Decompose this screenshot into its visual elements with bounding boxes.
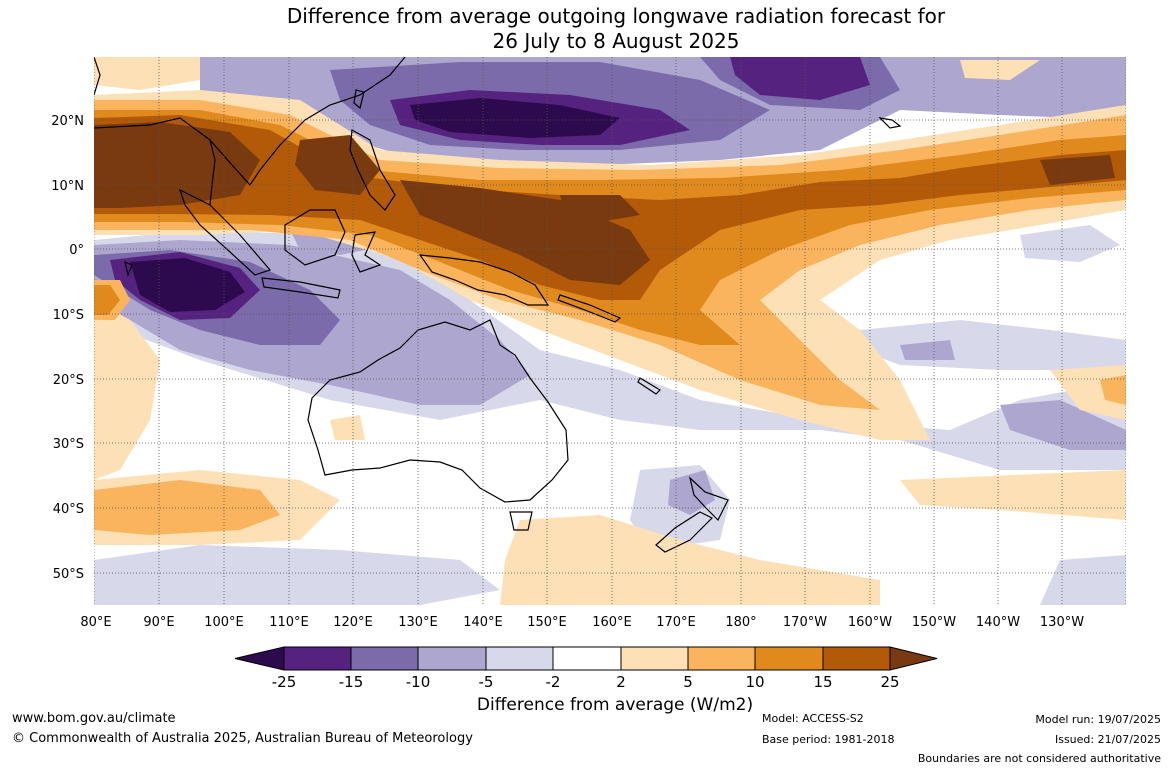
colorbar-segment xyxy=(687,646,756,671)
mainland-asia-coast xyxy=(94,57,406,206)
sri-lanka-coast xyxy=(124,260,133,278)
lat-label: 30°S xyxy=(53,437,84,452)
colorbar-tick-label: 2 xyxy=(616,673,626,691)
sulawesi-coast xyxy=(351,231,382,273)
lat-label: 10°N xyxy=(51,179,84,194)
footer-url: www.bom.gov.au/climate xyxy=(12,711,176,726)
footer-copyright: © Commonwealth of Australia 2025, Austra… xyxy=(12,731,473,746)
olr-map: 20°N 10°N 0° 10°S 20°S 30°S 40°S 50°S 80… xyxy=(51,57,1126,630)
lat-label: 10°S xyxy=(53,308,84,323)
lon-label: 150°E xyxy=(527,615,567,630)
map-field xyxy=(94,57,1126,605)
new-zealand-south-coast xyxy=(655,511,714,553)
lon-label: 150°W xyxy=(912,615,956,630)
colorbar-tick-labels: -25 -15 -10 -5 -2 2 5 10 15 25 xyxy=(272,673,900,691)
java-coast xyxy=(261,277,341,299)
colorbar-segment xyxy=(822,646,891,671)
footer-model-run: Model run: 19/07/2025 xyxy=(1035,713,1161,726)
lon-label: 180° xyxy=(725,615,756,630)
sumatra-coast xyxy=(178,188,272,276)
lat-label: 0° xyxy=(69,243,84,258)
colorbar-segment xyxy=(889,646,938,671)
taiwan-coast xyxy=(353,89,365,110)
lat-label: 40°S xyxy=(53,502,84,517)
lon-label: 90°E xyxy=(143,615,174,630)
lon-label: 110°E xyxy=(269,615,309,630)
map-title: Difference from average outgoing longwav… xyxy=(0,4,1173,54)
latitude-labels: 20°N 10°N 0° 10°S 20°S 30°S 40°S 50°S xyxy=(51,114,84,582)
colorbar-tick-label: -15 xyxy=(339,673,364,691)
colorbar-title: Difference from average (W/m2) xyxy=(476,695,754,715)
colorbar-segment xyxy=(234,646,285,671)
lon-label: 130°W xyxy=(1040,615,1084,630)
lon-label: 130°E xyxy=(398,615,438,630)
graticule xyxy=(94,57,1126,605)
title-line-2: 26 July to 8 August 2025 xyxy=(492,29,740,53)
new-caledonia-coast xyxy=(637,377,661,395)
australia-coast xyxy=(307,319,569,503)
lon-label: 120°E xyxy=(333,615,373,630)
footer-boundaries: Boundaries are not considered authoritat… xyxy=(917,752,1161,765)
colorbar-tick-label: -10 xyxy=(406,673,431,691)
anomaly-extreme-negative xyxy=(130,98,620,312)
footer-issued: Issued: 21/07/2025 xyxy=(1054,733,1161,746)
colorbar-tick-label: 5 xyxy=(683,673,693,691)
solomon-islands-coast xyxy=(557,294,622,323)
colorbar-segments xyxy=(234,646,938,671)
tasmania-coast xyxy=(509,511,533,531)
colorbar-tick-label: 15 xyxy=(813,673,832,691)
lat-label: 20°S xyxy=(53,373,84,388)
colorbar-tick-label: 25 xyxy=(880,673,899,691)
lon-label: 100°E xyxy=(204,615,244,630)
lon-label: 140°E xyxy=(463,615,503,630)
lat-label: 20°N xyxy=(51,114,84,129)
colorbar: -25 -15 -10 -5 -2 2 5 10 15 25 xyxy=(234,646,938,691)
lat-label: 50°S xyxy=(53,567,84,582)
lon-label: 170°W xyxy=(783,615,827,630)
colorbar-segment xyxy=(620,646,689,671)
colorbar-segment xyxy=(350,646,419,671)
colorbar-segment xyxy=(283,646,352,671)
lon-label: 80°E xyxy=(80,615,111,630)
colorbar-segment xyxy=(754,646,824,671)
new-guinea-coast xyxy=(418,254,550,306)
title-line-1: Difference from average outgoing longwav… xyxy=(286,4,946,28)
lon-label: 140°W xyxy=(976,615,1020,630)
colorbar-tick-label: -25 xyxy=(272,673,297,691)
india-coast xyxy=(94,57,101,96)
colorbar-segment xyxy=(485,646,554,671)
colorbar-tick-label: 10 xyxy=(745,673,764,691)
colorbar-tick-label: -2 xyxy=(546,673,561,691)
colorbar-segment xyxy=(552,646,622,671)
lon-label: 160°W xyxy=(848,615,892,630)
hawaii-coast xyxy=(878,117,902,129)
colorbar-tick-label: -5 xyxy=(479,673,494,691)
new-zealand-north-coast xyxy=(688,476,729,522)
colorbar-segment xyxy=(417,646,487,671)
footer-base-period: Base period: 1981-2018 xyxy=(762,733,895,746)
lon-label: 170°E xyxy=(656,615,696,630)
anomaly-extreme-positive xyxy=(94,122,1115,285)
footer-model: Model: ACCESS-S2 xyxy=(762,712,864,725)
lon-label: 160°E xyxy=(592,615,632,630)
borneo-coast xyxy=(284,209,346,266)
longitude-labels: 80°E 90°E 100°E 110°E 120°E 130°E 140°E … xyxy=(80,615,1084,630)
